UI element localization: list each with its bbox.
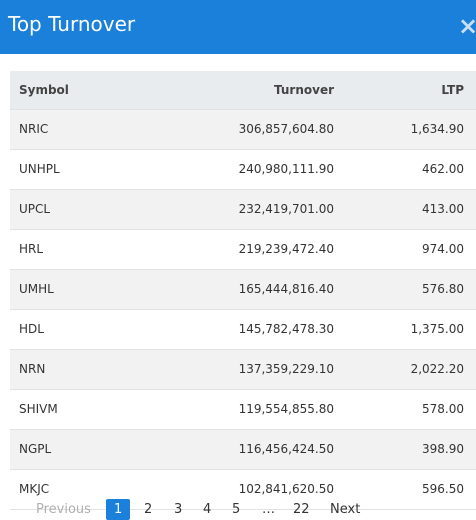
cell-symbol[interactable]: UMHL xyxy=(19,282,54,296)
pagination-page-5[interactable]: 5 xyxy=(232,502,241,517)
column-header-ltp[interactable]: LTP xyxy=(441,83,464,97)
cell-turnover: 116,456,424.50 xyxy=(238,442,334,456)
pagination-page-3[interactable]: 3 xyxy=(174,502,183,517)
cell-symbol[interactable]: UNHPL xyxy=(19,162,60,176)
table-row[interactable]: UMHL 165,444,816.40 576.80 xyxy=(10,270,476,310)
close-icon[interactable]: × xyxy=(458,12,476,40)
cell-turnover: 165,444,816.40 xyxy=(238,282,334,296)
table-row[interactable]: NRN 137,359,229.10 2,022.20 xyxy=(10,350,476,390)
cell-ltp: 596.50 xyxy=(422,482,464,496)
cell-symbol[interactable]: HDL xyxy=(19,322,44,336)
cell-turnover: 306,857,604.80 xyxy=(238,122,334,136)
cell-ltp: 413.00 xyxy=(422,202,464,216)
cell-symbol[interactable]: MKJC xyxy=(19,482,50,496)
pagination-previous[interactable]: Previous xyxy=(36,502,91,517)
cell-turnover: 137,359,229.10 xyxy=(238,362,334,376)
cell-symbol[interactable]: NRIC xyxy=(19,122,49,136)
cell-ltp: 1,375.00 xyxy=(410,322,464,336)
table-row[interactable]: MKJC 102,841,620.50 596.50 xyxy=(10,470,476,510)
column-header-symbol[interactable]: Symbol xyxy=(19,83,69,97)
cell-turnover: 102,841,620.50 xyxy=(238,482,334,496)
cell-symbol[interactable]: SHIVM xyxy=(19,402,58,416)
pagination-next[interactable]: Next xyxy=(330,502,361,517)
cell-turnover: 232,419,701.00 xyxy=(238,202,334,216)
table-row[interactable]: UPCL 232,419,701.00 413.00 xyxy=(10,190,476,230)
cell-ltp: 576.80 xyxy=(422,282,464,296)
pagination-page-2[interactable]: 2 xyxy=(144,502,153,517)
cell-ltp: 1,634.90 xyxy=(410,122,464,136)
table-row[interactable]: SHIVM 119,554,855.80 578.00 xyxy=(10,390,476,430)
modal-title: Top Turnover xyxy=(8,12,136,36)
cell-turnover: 145,782,478.30 xyxy=(238,322,334,336)
cell-ltp: 398.90 xyxy=(422,442,464,456)
cell-turnover: 219,239,472.40 xyxy=(238,242,334,256)
cell-symbol[interactable]: NRN xyxy=(19,362,46,376)
table-row[interactable]: UNHPL 240,980,111.90 462.00 xyxy=(10,150,476,190)
cell-ltp: 2,022.20 xyxy=(410,362,464,376)
cell-ltp: 462.00 xyxy=(422,162,464,176)
pagination-page-last[interactable]: 22 xyxy=(293,502,310,517)
cell-symbol[interactable]: HRL xyxy=(19,242,44,256)
cell-turnover: 119,554,855.80 xyxy=(238,402,334,416)
cell-ltp: 974.00 xyxy=(422,242,464,256)
table-row[interactable]: NGPL 116,456,424.50 398.90 xyxy=(10,430,476,470)
column-header-turnover[interactable]: Turnover xyxy=(274,83,334,97)
modal-header: Top Turnover × xyxy=(0,0,476,54)
table-row[interactable]: NRIC 306,857,604.80 1,634.90 xyxy=(10,110,476,150)
turnover-table: Symbol Turnover LTP NRIC 306,857,604.80 1,… xyxy=(10,71,476,510)
pagination-ellipsis: … xyxy=(262,502,275,517)
cell-symbol[interactable]: UPCL xyxy=(19,202,51,216)
table-header-row: Symbol Turnover LTP xyxy=(10,71,476,110)
table-row[interactable]: HRL 219,239,472.40 974.00 xyxy=(10,230,476,270)
cell-symbol[interactable]: NGPL xyxy=(19,442,52,456)
pagination-page-4[interactable]: 4 xyxy=(203,502,212,517)
table-row[interactable]: HDL 145,782,478.30 1,375.00 xyxy=(10,310,476,350)
cell-turnover: 240,980,111.90 xyxy=(238,162,334,176)
cell-ltp: 578.00 xyxy=(422,402,464,416)
pagination-page-1[interactable]: 1 xyxy=(106,499,131,520)
